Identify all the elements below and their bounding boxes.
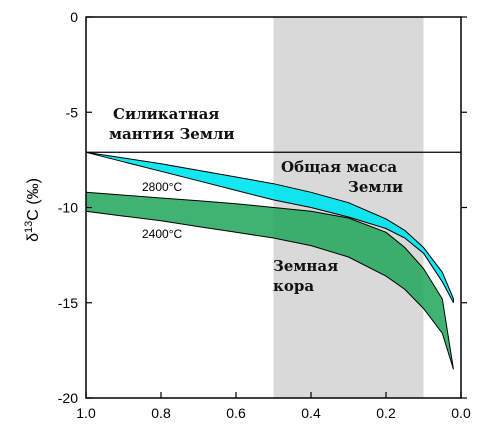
y-axis-title-delta: δ	[25, 233, 42, 242]
x-tick-label: 0.0	[451, 405, 471, 421]
y-tick-label: -20	[58, 390, 78, 406]
y-tick-label: -15	[58, 295, 78, 311]
curve-label-2800: 2800°C	[142, 180, 182, 194]
x-tick-label: 0.8	[151, 405, 171, 421]
annotation-mantle-line2: мантия Земли	[109, 125, 235, 143]
curve-label-2400: 2400°C	[142, 227, 182, 241]
annotation-crust-line1: Земная	[273, 257, 338, 275]
y-axis-title: δ13C (‰)	[23, 178, 42, 242]
x-tick-label: 0.6	[226, 405, 246, 421]
x-tick-label: 1.0	[76, 405, 96, 421]
y-tick-label: 0	[70, 9, 78, 25]
annotation-mantle-line1: Силикатная	[113, 105, 219, 123]
x-tick-label: 0.2	[376, 405, 396, 421]
annotation-bulk-line1: Общая масса	[281, 158, 397, 176]
y-tick-label: -5	[66, 104, 79, 120]
y-axis-title-rest: C (‰)	[25, 178, 42, 221]
series-layer	[85, 151, 454, 370]
y-tick-label: -10	[58, 200, 78, 216]
annotation-bulk-line2: Земли	[348, 178, 403, 196]
annotation-crust-line2: кора	[273, 277, 314, 295]
ticks-layer: 1.0 0.8 0.6 0.4 0.2 0.0 0 -5 -10 -15 -20	[58, 9, 471, 421]
x-tick-label: 0.4	[301, 405, 321, 421]
series-band-crust	[85, 191, 454, 370]
y-axis-title-superscript: 13	[23, 221, 35, 233]
series-band-bulk-earth	[85, 151, 454, 304]
